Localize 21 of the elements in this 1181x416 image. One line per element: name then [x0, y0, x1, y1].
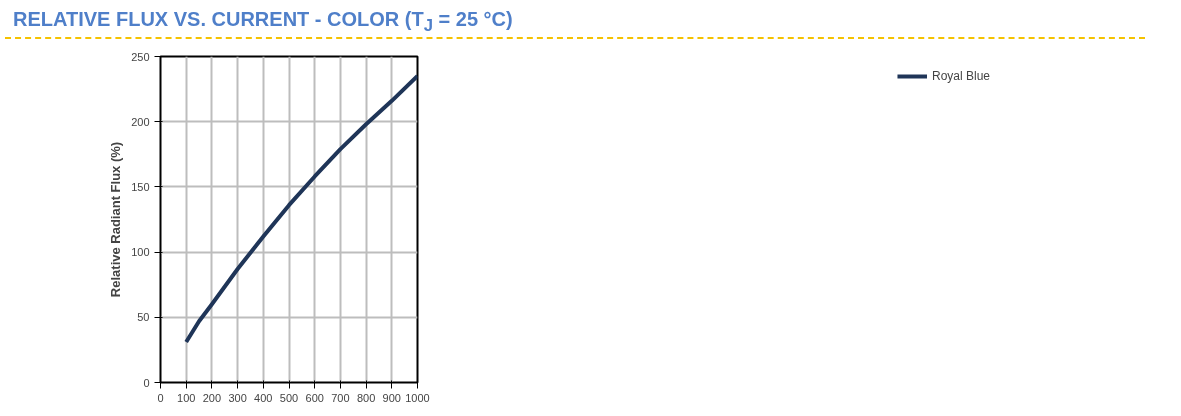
x-tick-label: 200 [202, 391, 222, 404]
y-tick-label: 50 [137, 311, 150, 324]
x-tick-label: 900 [382, 391, 401, 404]
x-tick-label: 800 [356, 391, 376, 404]
x-tick-label: 500 [279, 391, 299, 404]
y-tick-label: 250 [131, 50, 150, 63]
x-tick-label: 600 [305, 391, 324, 404]
chart-title: RELATIVE FLUX VS. CURRENT - COLOR (T$_{J}$ = 25 °C) [13, 7, 513, 37]
x-tick-label: 700 [331, 391, 350, 404]
y-tick-label: 0 [143, 376, 150, 389]
line-series [184, 74, 418, 345]
y-axis-title: Relative Radiant Flux (%) [108, 141, 124, 298]
y-tick-label: 150 [131, 180, 150, 193]
legend-label: Royal Blue [931, 69, 990, 83]
x-tick-label: 100 [177, 391, 196, 404]
x-tick-label: 1000 [405, 391, 430, 404]
x-tick-label: 400 [254, 391, 273, 404]
y-tick-label: 200 [131, 115, 150, 128]
x-tick-label: 0 [157, 391, 164, 404]
y-tick-label: 100 [131, 246, 150, 259]
x-tick-label: 300 [228, 391, 247, 404]
